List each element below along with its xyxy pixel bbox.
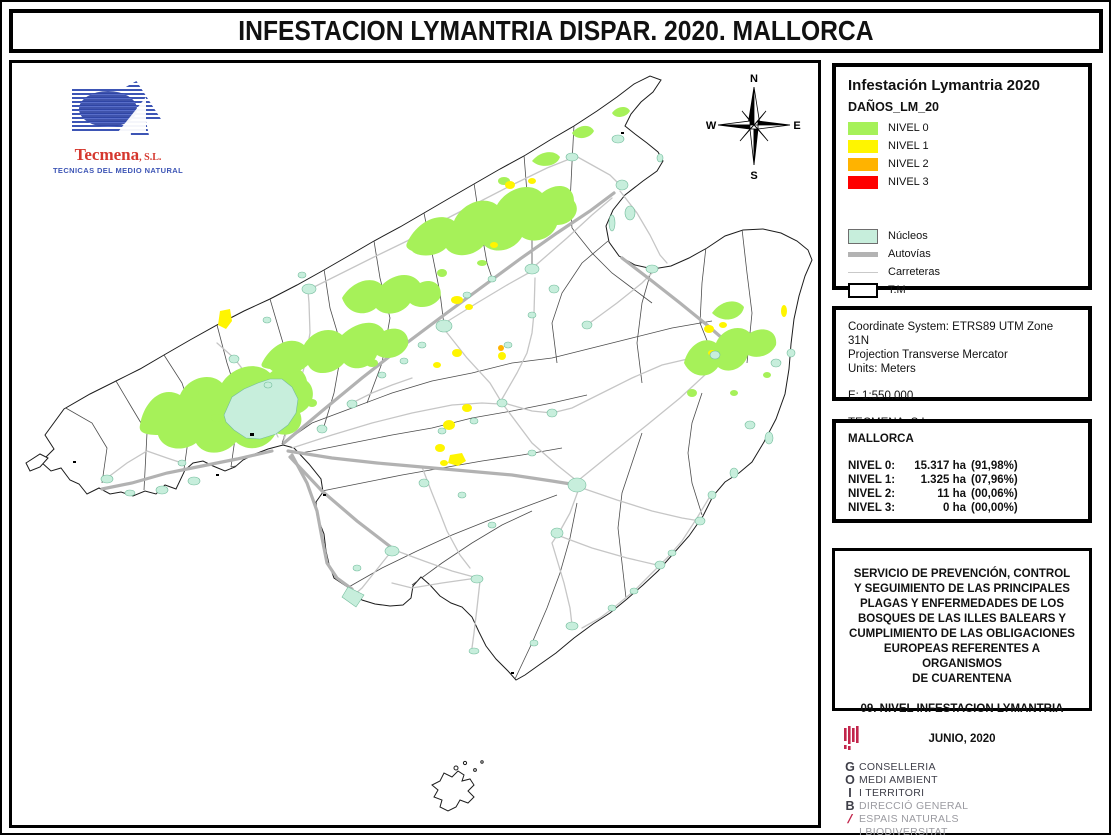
tecmena-logo-icon [72, 81, 162, 137]
page-title: INFESTACION LYMANTRIA DISPAR. 2020. MALL… [238, 15, 874, 46]
legend-item-nucleos: Núcleos [848, 227, 1076, 245]
stats-row-nivel2: NIVEL 2: 11 ha (00,06%) [848, 488, 1018, 500]
goib-flag-icon [844, 726, 859, 750]
coordinate-system-panel: Coordinate System: ETRS89 UTM Zone 31N P… [832, 306, 1092, 429]
nucleos-swatch [848, 228, 878, 244]
service-description-panel: SERVICIO DE PREVENCIÓN, CONTROL Y SEGUIM… [832, 548, 1092, 745]
infestation-nivel1-layer [218, 178, 787, 466]
map-scale: E: 1:550.000 [848, 390, 914, 402]
map-sheet-number: 09. NIVEL INFESTACION LYMANTRIA [860, 703, 1064, 715]
tecmena-logo: Tecmena, S.L. TECNICAS DEL MEDIO NATURAL [48, 81, 188, 175]
coastal-marks [73, 132, 624, 674]
goib-text-rows: G CONSELLERIA O MEDI AMBIENT I I TERRITO… [845, 760, 969, 835]
legend-item-nivel1: NIVEL 1 [848, 137, 1076, 155]
nucleos-layer [100, 134, 796, 655]
goib-slash-icon: / [846, 812, 855, 826]
legend-item-tm: T.M [848, 281, 1076, 299]
legend-item-nivel0: NIVEL 0 [848, 119, 1076, 137]
autovias-line-swatch [848, 251, 878, 257]
legend-item-nivel3: NIVEL 3 [848, 173, 1076, 191]
mallorca-map-svg [25, 75, 813, 812]
coord-line1: Coordinate System: ETRS89 UTM Zone 31N [848, 321, 1054, 347]
tecmena-brand: Tecmena, S.L. [74, 145, 162, 164]
title-bar: INFESTACION LYMANTRIA DISPAR. 2020. MALL… [9, 9, 1103, 53]
svg-text:N: N [750, 73, 758, 85]
stats-region: MALLORCA [848, 433, 914, 445]
nivel2-swatch [848, 157, 878, 171]
map-frame: Tecmena, S.L. TECNICAS DEL MEDIO NATURAL… [9, 60, 821, 828]
goib-logo: G CONSELLERIA O MEDI AMBIENT I I TERRITO… [841, 726, 1081, 835]
compass-rose-icon: N S W E [706, 73, 801, 181]
legend-item-nivel2: NIVEL 2 [848, 155, 1076, 173]
legend-title: Infestación Lymantria 2020 [848, 77, 1041, 94]
stats-row-nivel3: NIVEL 3: 0 ha (00,00%) [848, 502, 1018, 514]
legend-item-carreteras: Carreteras [848, 263, 1076, 281]
tecmena-tagline: TECNICAS DEL MEDIO NATURAL [52, 166, 184, 175]
cabrera-islands [431, 760, 484, 812]
nivel0-swatch [848, 121, 878, 135]
legend-panel: Infestación Lymantria 2020 DAÑOS_LM_20 N… [832, 63, 1092, 298]
legend-field-name: DAÑOS_LM_20 [848, 100, 939, 114]
legend-item-autovias: Autovías [848, 245, 1076, 263]
nivel3-swatch [848, 175, 878, 189]
coord-line2: Projection Transverse Mercator [848, 349, 1008, 361]
nivel1-swatch [848, 139, 878, 153]
infestation-nivel2-layer [498, 345, 504, 351]
stats-row-nivel0: NIVEL 0: 15.317 ha (91,98%) [848, 460, 1018, 472]
autovias-layer [100, 191, 732, 591]
carreteras-line-swatch [848, 271, 878, 273]
svg-text:E: E [793, 120, 800, 132]
tm-swatch [848, 282, 878, 298]
stats-panel: MALLORCA NIVEL 0: 15.317 ha (91,98%) NIVEL… [832, 419, 1092, 523]
coord-line3: Units: Meters [848, 363, 916, 375]
svg-text:S: S [750, 170, 757, 181]
svg-text:W: W [706, 120, 717, 132]
stats-row-nivel1: NIVEL 1: 1.325 ha (07,96%) [848, 474, 1018, 486]
map-date: JUNIO, 2020 [928, 733, 996, 745]
